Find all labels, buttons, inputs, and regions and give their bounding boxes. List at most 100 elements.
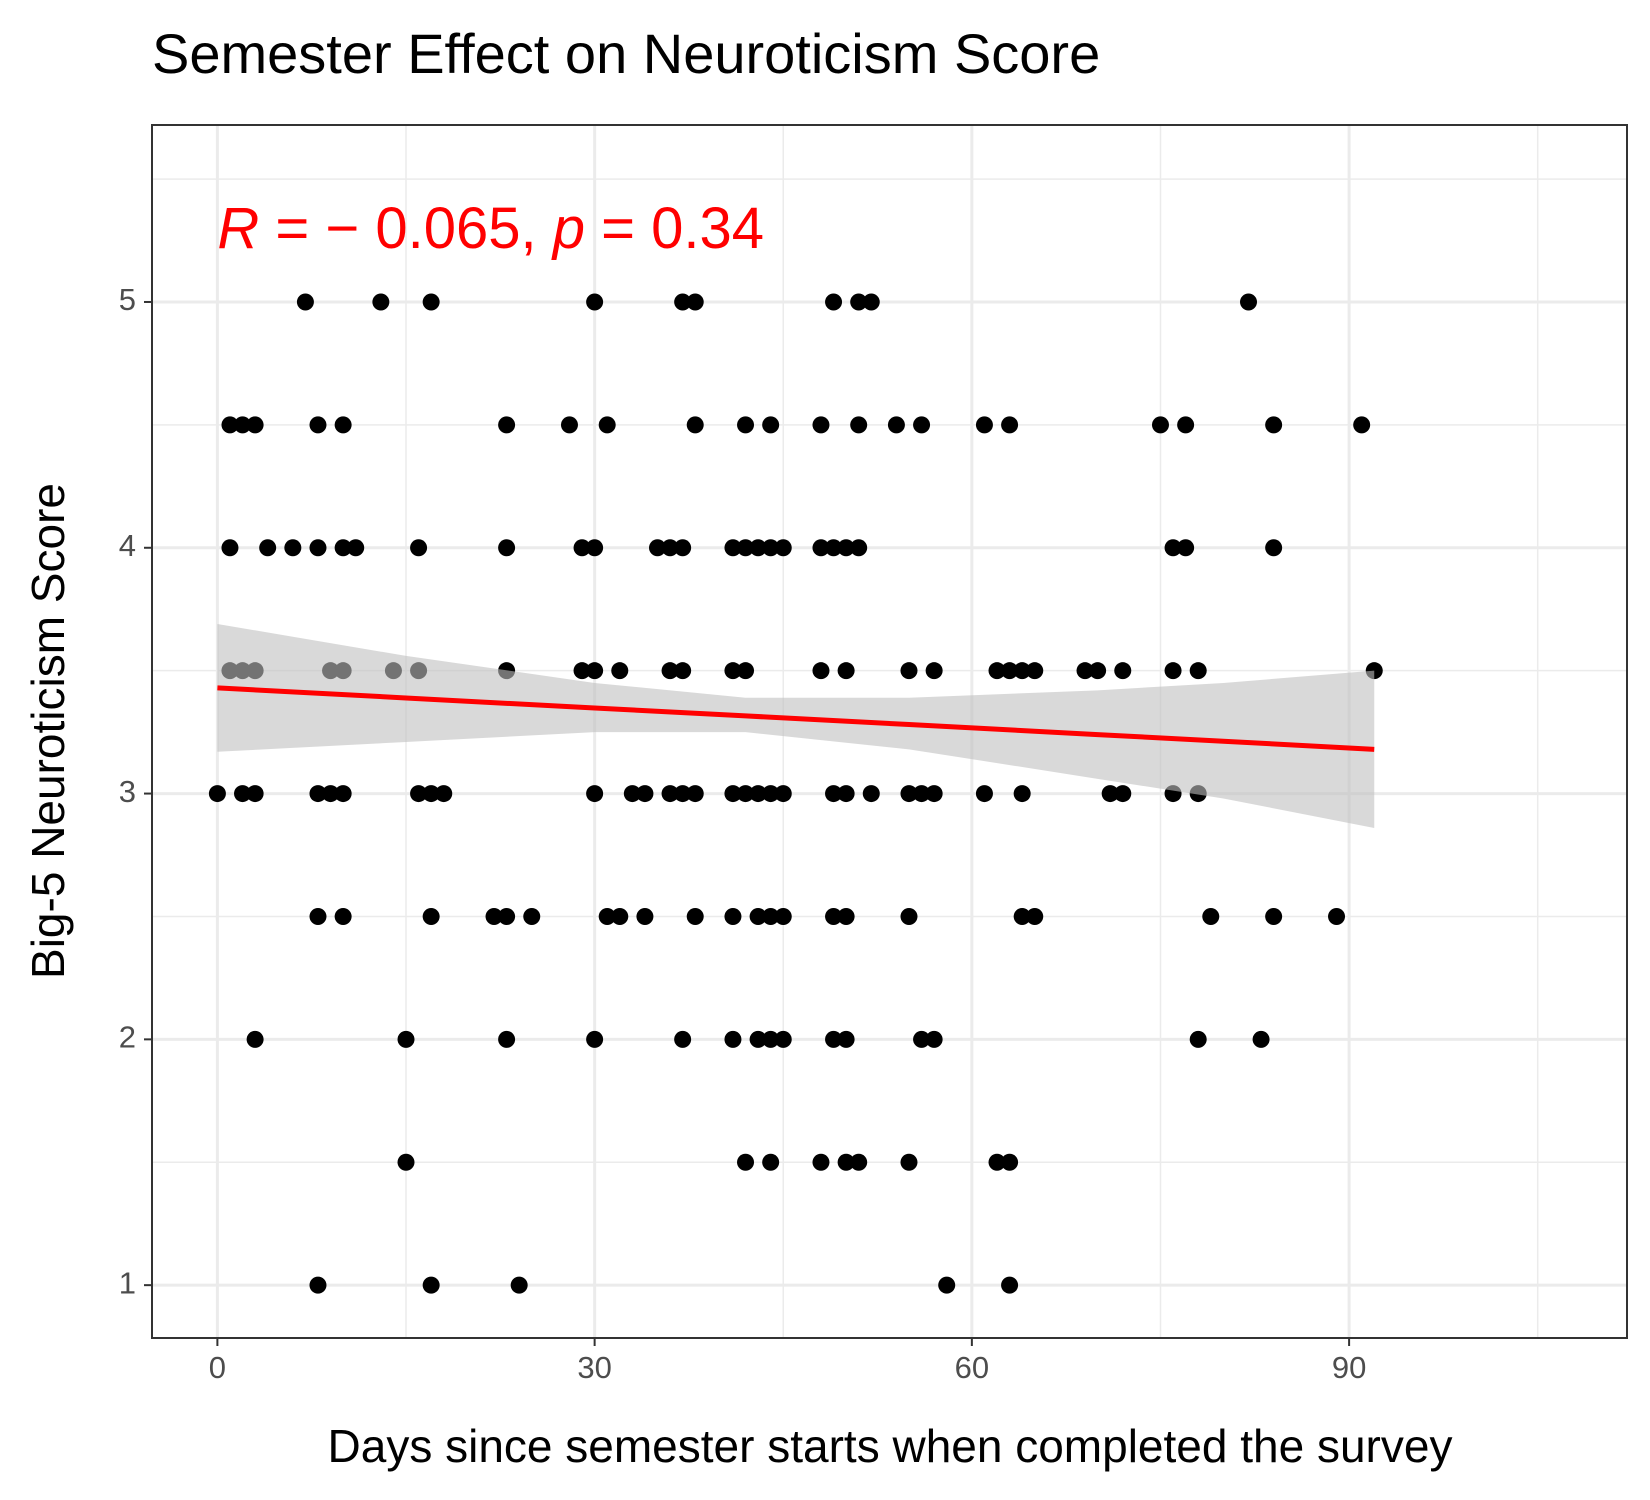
point — [422, 1276, 440, 1294]
point — [397, 1030, 415, 1048]
point — [1177, 539, 1195, 557]
point — [938, 1276, 956, 1294]
point — [661, 662, 679, 680]
point — [774, 785, 792, 803]
point — [686, 293, 704, 311]
point — [1252, 1030, 1270, 1048]
point — [623, 785, 641, 803]
point — [1240, 293, 1258, 311]
point — [825, 539, 843, 557]
point — [1189, 1030, 1207, 1048]
point — [913, 1030, 931, 1048]
point — [1013, 907, 1031, 925]
point — [674, 785, 692, 803]
point — [435, 785, 453, 803]
point — [1026, 662, 1044, 680]
point — [925, 785, 943, 803]
point — [636, 907, 654, 925]
point — [560, 416, 578, 434]
point — [737, 785, 755, 803]
point — [674, 1030, 692, 1048]
point — [586, 662, 604, 680]
point — [686, 416, 704, 434]
point — [246, 785, 264, 803]
point — [850, 539, 868, 557]
y-tick-label: 1 — [119, 1265, 136, 1300]
point — [812, 662, 830, 680]
point — [246, 1030, 264, 1048]
point — [975, 785, 993, 803]
x-tick-label: 60 — [955, 1350, 989, 1385]
point — [1101, 785, 1119, 803]
point — [636, 785, 654, 803]
point — [774, 539, 792, 557]
point — [309, 907, 327, 925]
point — [1013, 785, 1031, 803]
point — [774, 1030, 792, 1048]
point — [674, 662, 692, 680]
point — [988, 1153, 1006, 1171]
point — [1265, 539, 1283, 557]
point — [900, 1153, 918, 1171]
point — [485, 907, 503, 925]
point — [1328, 907, 1346, 925]
chart-title: Semester Effect on Neuroticism Score — [152, 22, 1100, 85]
point — [611, 907, 629, 925]
y-tick-label: 3 — [119, 774, 136, 809]
point — [1001, 416, 1019, 434]
point — [1265, 907, 1283, 925]
point — [422, 907, 440, 925]
point — [309, 1276, 327, 1294]
point — [611, 662, 629, 680]
point — [674, 293, 692, 311]
point — [762, 1153, 780, 1171]
x-tick-label: 30 — [577, 1350, 611, 1385]
point — [334, 416, 352, 434]
point — [749, 539, 767, 557]
point — [1353, 416, 1371, 434]
point — [749, 1030, 767, 1048]
point — [309, 539, 327, 557]
annotation-part: R — [217, 196, 259, 261]
point — [975, 416, 993, 434]
point — [498, 416, 516, 434]
x-tick-label: 90 — [1332, 1350, 1366, 1385]
point — [724, 907, 742, 925]
point — [334, 539, 352, 557]
x-tick-label: 0 — [209, 1350, 226, 1385]
point — [397, 1153, 415, 1171]
point — [762, 907, 780, 925]
point — [322, 785, 340, 803]
point — [573, 539, 591, 557]
y-tick-label: 5 — [119, 282, 136, 317]
point — [737, 539, 755, 557]
point — [1001, 662, 1019, 680]
point — [347, 539, 365, 557]
point — [774, 907, 792, 925]
point — [724, 1030, 742, 1048]
point — [825, 1030, 843, 1048]
point — [498, 1030, 516, 1048]
point — [1202, 907, 1220, 925]
point — [686, 785, 704, 803]
point — [1164, 662, 1182, 680]
point — [284, 539, 302, 557]
point — [686, 907, 704, 925]
point — [825, 907, 843, 925]
point — [749, 785, 767, 803]
point — [812, 1153, 830, 1171]
annotation: R = − 0.065, p = 0.34 — [217, 196, 764, 261]
point — [586, 785, 604, 803]
point — [334, 907, 352, 925]
point — [837, 785, 855, 803]
point — [762, 1030, 780, 1048]
point — [737, 416, 755, 434]
confidence-band — [217, 623, 1375, 828]
point — [661, 785, 679, 803]
point — [586, 293, 604, 311]
point — [1001, 1276, 1019, 1294]
point — [296, 293, 314, 311]
point — [309, 785, 327, 803]
point — [812, 539, 830, 557]
y-axis-title: Big-5 Neuroticism Score — [22, 483, 74, 979]
